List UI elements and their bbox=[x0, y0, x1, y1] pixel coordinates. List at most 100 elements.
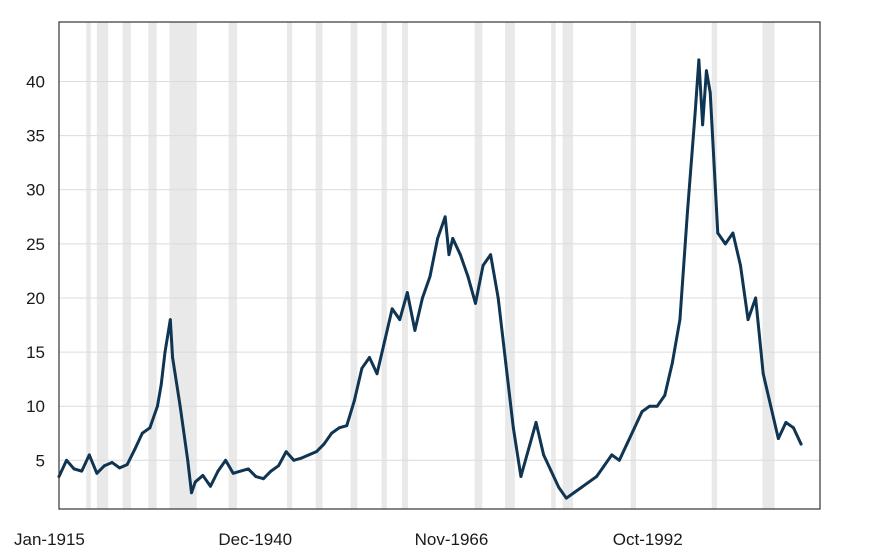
data-point-0-98 bbox=[754, 296, 758, 300]
data-point-0-29 bbox=[254, 475, 258, 478]
data-point-0-66 bbox=[527, 448, 530, 451]
y-tick-label-35: 35 bbox=[26, 127, 45, 146]
x-tick-label-Oct-1992: Oct-1992 bbox=[613, 530, 683, 549]
data-point-0-18 bbox=[178, 404, 182, 408]
x-tick-label-Dec-1940: Dec-1940 bbox=[218, 530, 292, 549]
data-point-0-69 bbox=[549, 469, 553, 473]
data-point-0-60 bbox=[481, 264, 485, 267]
recession-band-12 bbox=[505, 22, 515, 509]
data-point-0-13 bbox=[156, 404, 159, 408]
y-tick-label-40: 40 bbox=[26, 73, 45, 92]
x-tick-label-Jan-1915: Jan-1915 bbox=[14, 530, 85, 549]
y-tick-label-25: 25 bbox=[26, 235, 45, 254]
data-point-0-80 bbox=[633, 426, 636, 430]
data-point-0-44 bbox=[368, 356, 371, 359]
data-point-0-94 bbox=[723, 242, 727, 246]
data-point-0-55 bbox=[447, 253, 451, 257]
data-point-0-47 bbox=[390, 307, 394, 311]
data-point-0-39 bbox=[330, 431, 333, 435]
data-point-0-4 bbox=[87, 453, 91, 457]
recession-band-8 bbox=[350, 22, 358, 509]
data-point-0-48 bbox=[398, 318, 402, 322]
data-point-0-12 bbox=[148, 426, 152, 430]
recession-band-1 bbox=[96, 22, 109, 509]
recession-band-16 bbox=[711, 22, 718, 509]
data-point-0-2 bbox=[72, 467, 76, 471]
data-point-0-31 bbox=[269, 469, 273, 473]
series-layer bbox=[57, 58, 803, 500]
data-point-0-100 bbox=[769, 404, 773, 408]
data-point-0-24 bbox=[216, 469, 220, 473]
data-point-0-75 bbox=[595, 475, 599, 478]
data-point-0-35 bbox=[299, 456, 303, 460]
data-point-0-16 bbox=[168, 318, 172, 322]
recession-band-0 bbox=[86, 22, 91, 509]
data-point-0-71 bbox=[564, 496, 568, 500]
data-point-0-46 bbox=[383, 339, 386, 343]
recession-band-11 bbox=[474, 22, 483, 509]
data-point-0-52 bbox=[428, 274, 432, 278]
data-point-0-9 bbox=[125, 463, 129, 467]
data-point-0-50 bbox=[413, 329, 417, 332]
x-tick-label-Nov-1966: Nov-1966 bbox=[415, 530, 489, 549]
data-point-0-64 bbox=[511, 426, 515, 430]
recession-band-3 bbox=[148, 22, 157, 509]
data-point-0-72 bbox=[572, 491, 576, 495]
data-point-0-102 bbox=[784, 421, 788, 424]
data-point-0-1 bbox=[65, 458, 68, 462]
recession-band-6 bbox=[286, 22, 293, 509]
data-point-0-63 bbox=[504, 361, 508, 365]
data-point-0-67 bbox=[534, 421, 538, 424]
recession-band-9 bbox=[381, 22, 387, 509]
recession-band-15 bbox=[630, 22, 636, 509]
data-point-0-84 bbox=[663, 393, 667, 397]
data-point-0-30 bbox=[262, 477, 265, 481]
data-point-0-22 bbox=[201, 474, 205, 477]
data-point-0-90 bbox=[701, 123, 705, 127]
data-point-0-76 bbox=[602, 464, 606, 468]
data-point-0-42 bbox=[352, 399, 356, 403]
plot-frame bbox=[58, 21, 821, 510]
data-point-0-36 bbox=[307, 453, 311, 457]
x-axis-tick-labels: Jan-1915 Dec-1940 Nov-1966 Oct-1992 bbox=[14, 530, 683, 549]
data-point-0-8 bbox=[118, 466, 121, 470]
recession-band-5 bbox=[228, 22, 237, 509]
data-point-0-32 bbox=[277, 464, 280, 468]
data-point-0-77 bbox=[610, 453, 614, 457]
data-point-0-74 bbox=[587, 480, 591, 484]
data-point-0-88 bbox=[693, 112, 697, 116]
data-point-0-81 bbox=[640, 410, 644, 413]
data-point-0-23 bbox=[209, 484, 212, 488]
data-point-0-45 bbox=[375, 372, 379, 376]
data-point-0-51 bbox=[421, 296, 424, 300]
data-point-0-27 bbox=[239, 469, 243, 473]
data-point-0-41 bbox=[345, 424, 349, 428]
data-point-0-99 bbox=[761, 372, 765, 376]
data-point-0-5 bbox=[95, 471, 99, 475]
data-point-0-54 bbox=[443, 215, 447, 219]
data-point-0-95 bbox=[731, 231, 735, 235]
data-point-0-73 bbox=[580, 485, 583, 489]
data-point-0-37 bbox=[315, 450, 318, 454]
data-point-0-21 bbox=[193, 480, 197, 484]
y-tick-label-5: 5 bbox=[36, 451, 45, 470]
y-tick-label-20: 20 bbox=[26, 289, 45, 308]
data-point-0-101 bbox=[776, 437, 780, 441]
data-point-0-78 bbox=[617, 458, 621, 462]
data-point-0-85 bbox=[670, 361, 674, 365]
data-point-0-49 bbox=[405, 291, 409, 294]
y-tick-label-10: 10 bbox=[26, 397, 45, 416]
data-point-0-25 bbox=[224, 458, 227, 462]
data-point-0-59 bbox=[474, 301, 477, 305]
data-point-0-43 bbox=[360, 366, 364, 370]
data-point-0-17 bbox=[171, 356, 174, 359]
data-point-0-7 bbox=[110, 461, 114, 464]
data-point-0-93 bbox=[716, 231, 720, 235]
data-point-0-15 bbox=[163, 350, 167, 354]
data-point-0-96 bbox=[739, 264, 742, 267]
data-point-0-57 bbox=[458, 253, 462, 257]
recession-band-2 bbox=[122, 22, 131, 509]
data-point-0-34 bbox=[292, 458, 296, 462]
data-point-0-6 bbox=[103, 464, 106, 468]
recession-band-17 bbox=[762, 22, 775, 509]
